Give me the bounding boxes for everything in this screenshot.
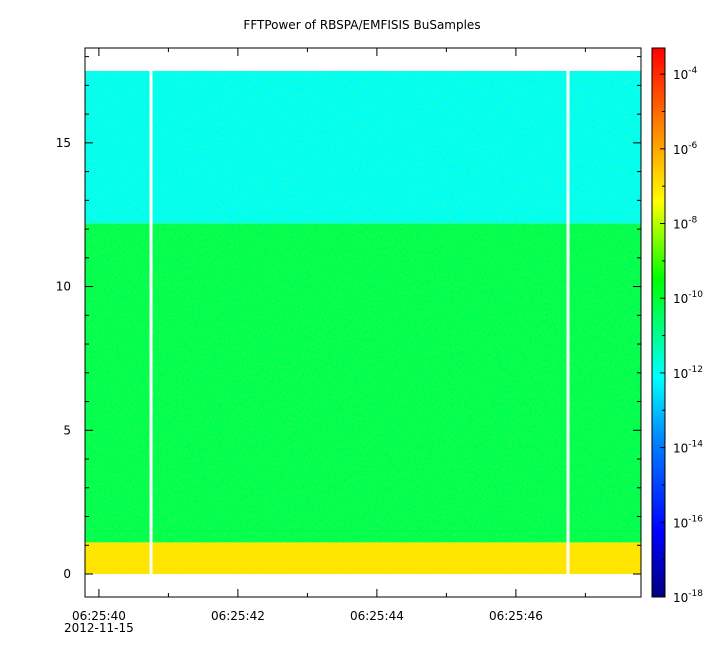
y-tick-label-15: 15 bbox=[56, 136, 71, 150]
spectrogram-texture bbox=[85, 70, 641, 575]
colorbar-tick-label: 10-12 bbox=[673, 365, 703, 381]
colorbar: 10-4 10-6 10-8 10-10 10-12 10-14 10-16 10-18 bbox=[651, 47, 703, 605]
colorbar-tick-label: 10-14 bbox=[673, 440, 703, 456]
colorbar-tick-label: 10-10 bbox=[673, 290, 703, 306]
chart-title: FFTPower of RBSPA/EMFISIS BuSamples bbox=[243, 18, 481, 32]
x-tick-label-1: 06:25:42 bbox=[211, 609, 265, 623]
colorbar-tick-label: 10-18 bbox=[673, 589, 703, 605]
y-tick-label-0: 0 bbox=[63, 567, 71, 581]
x-tick-sublabel-0: 2012-11-15 bbox=[64, 621, 134, 635]
x-tick-label-3: 06:25:46 bbox=[489, 609, 543, 623]
colorbar-gradient bbox=[651, 47, 666, 598]
colorbar-tick-label: 10-4 bbox=[673, 66, 698, 82]
colorbar-tick-label: 10-8 bbox=[673, 216, 698, 232]
x-tick-label-2: 06:25:44 bbox=[350, 609, 404, 623]
data-gap-0 bbox=[149, 69, 153, 576]
y-tick-label-5: 5 bbox=[63, 423, 71, 437]
colorbar-tick-label: 10-6 bbox=[673, 141, 698, 157]
data-gap-1 bbox=[566, 69, 570, 576]
plot-area-frame bbox=[84, 47, 642, 598]
colorbar-tick-label: 10-16 bbox=[673, 514, 703, 530]
x-tick-label-0: 06:25:40 bbox=[72, 609, 126, 623]
y-tick-label-10: 10 bbox=[56, 280, 71, 294]
